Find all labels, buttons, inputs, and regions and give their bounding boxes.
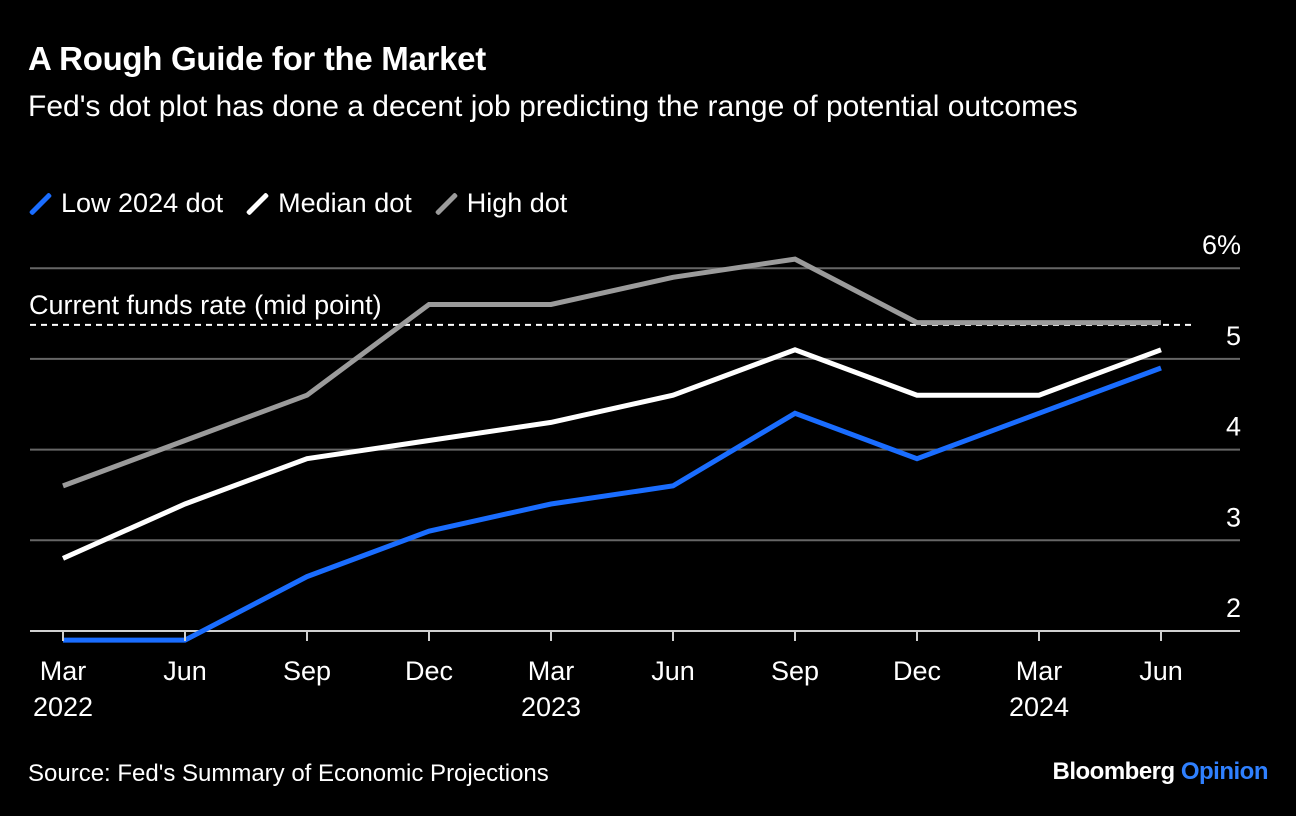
x-tick-year-label: 2024 [1009,692,1069,722]
y-tick-label: 4 [1226,412,1241,442]
x-axis: Mar 2022 Jun Sep Dec Mar 2023 Jun Sep Dec Mar 2024 J… [33,631,1183,722]
x-tick-label: Sep [771,656,819,686]
legend: Low 2024 dot Median dot High dot [28,188,589,219]
chart-title: A Rough Guide for the Market [28,40,486,77]
legend-item-high: High dot [434,188,568,219]
x-tick-label: Jun [163,656,207,686]
chart-subtitle: Fed's dot plot has done a decent job pre… [28,90,1078,123]
x-tick-year-label: 2023 [521,692,581,722]
reference-line-label: Current funds rate (mid point) [29,290,382,320]
x-tick-label: Mar [1016,656,1063,686]
legend-label-low: Low 2024 dot [61,188,224,218]
legend-label-high: High dot [466,188,568,218]
brand-opinion: Opinion [1180,758,1269,785]
legend-item-low: Low 2024 dot [28,188,223,219]
x-tick-label: Sep [283,656,331,686]
x-tick-label: Jun [651,656,695,686]
x-tick-label: Mar [528,656,575,686]
series-lines [61,256,1162,643]
series-line-low [63,365,1162,643]
y-tick-label: 5 [1226,321,1241,351]
x-tick-label: Dec [893,656,941,686]
gridlines [30,267,1240,632]
x-tick-year-label: 2022 [33,692,93,722]
x-tick-label: Dec [405,656,453,686]
source-note: Source: Fed's Summary of Economic Projec… [28,760,549,787]
y-tick-label: 3 [1226,502,1241,532]
x-tick-label: Mar [40,656,87,686]
brand-logo: Bloomberg Opinion [1053,758,1269,786]
legend-label-median: Median dot [278,188,412,218]
legend-item-median: Median dot [245,188,412,219]
series-line-high [62,256,1161,489]
y-tick-label: 6% [1202,230,1241,260]
reference-line-group: Current funds rate (mid point) [29,290,1192,326]
y-axis-ticks: 2 3 4 5 6% [1202,230,1241,623]
series-line-median [61,347,1162,561]
brand-name: Bloomberg [1052,758,1176,785]
x-tick-label: Jun [1139,656,1183,686]
y-tick-label: 2 [1226,593,1241,623]
